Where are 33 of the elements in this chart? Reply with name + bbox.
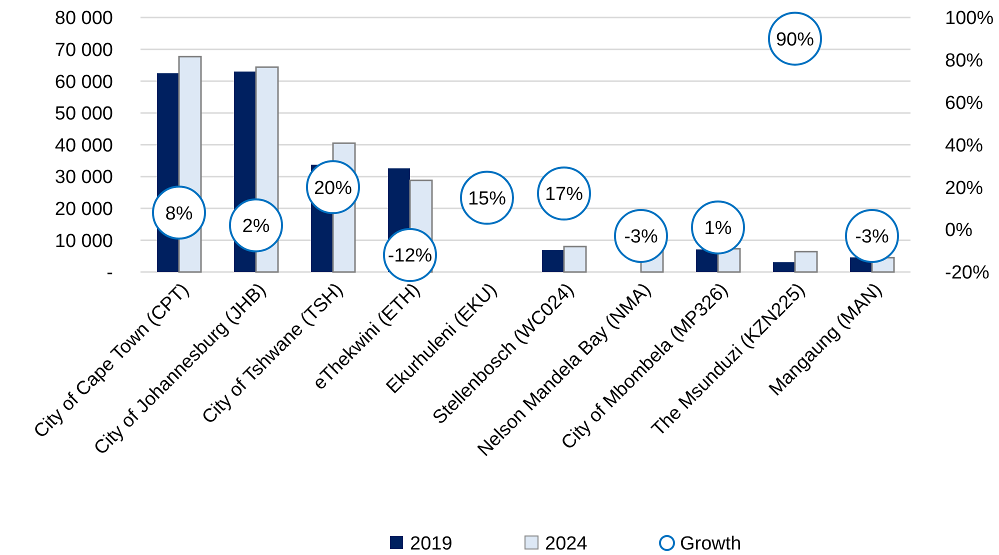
y-tick-label: 40 000 — [54, 135, 113, 156]
y2-tick-label: 0% — [945, 220, 973, 242]
bar — [794, 250, 818, 273]
data-label: 20% — [314, 178, 352, 199]
bar — [773, 262, 795, 272]
legend-label: 2019 — [410, 534, 452, 555]
data-label: 1% — [704, 218, 732, 240]
y2-tick-label: 100% — [945, 8, 994, 30]
y-tick-label: 10 000 — [54, 230, 113, 252]
bar — [563, 246, 587, 273]
y-tick-label: - — [106, 262, 113, 284]
data-label: -12% — [388, 246, 432, 267]
bar — [542, 250, 564, 272]
y2-tick-label: 40% — [945, 135, 984, 156]
y-tick-label: 70 000 — [54, 40, 113, 61]
data-label: 15% — [468, 188, 506, 210]
data-label: -3% — [855, 226, 889, 248]
legend-label: Growth — [680, 534, 742, 555]
y-tick-label: 60 000 — [54, 72, 113, 93]
data-label: 8% — [165, 203, 193, 224]
legend-label: 2024 — [545, 534, 588, 555]
y2-tick-label: 60% — [945, 92, 984, 114]
y-tick-label: 20 000 — [54, 199, 113, 220]
y-tick-label: 80 000 — [54, 8, 113, 30]
data-label: 90% — [776, 29, 814, 50]
y-tick-label: 30 000 — [54, 167, 113, 188]
y2-tick-label: -20% — [945, 262, 990, 284]
data-label: -3% — [624, 226, 658, 248]
data-label: 2% — [242, 216, 270, 237]
data-label: 17% — [544, 184, 584, 206]
y-tick-label: 50 000 — [54, 104, 113, 125]
y2-tick-label: 20% — [945, 178, 984, 199]
y2-tick-label: 80% — [945, 50, 984, 72]
